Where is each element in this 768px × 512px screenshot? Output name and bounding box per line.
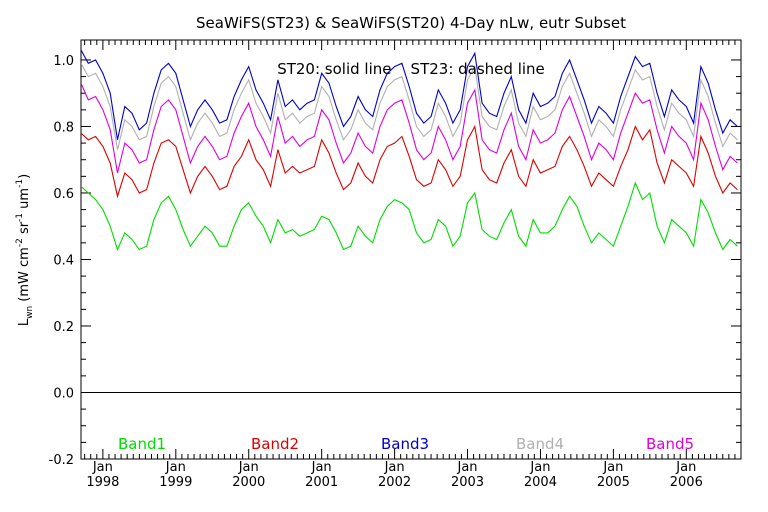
chart-title: SeaWiFS(ST23) & SeaWiFS(ST20) 4-Day nLw,… (196, 14, 626, 32)
legend: Band1 Band2 Band3 Band4 Band5 (118, 435, 694, 453)
x-tick-month-label: Jan (675, 460, 696, 475)
x-tick-year-label: 2002 (378, 475, 411, 490)
x-tick-month-label: Jan (529, 460, 550, 475)
y-axis-label-main: L (17, 318, 32, 326)
y-tick-label: 0.2 (53, 320, 74, 335)
y-axis-label-unit-mid2: um (17, 188, 32, 213)
x-tick-year-label: 2006 (670, 475, 703, 490)
series-line-band4 (81, 63, 738, 150)
series-line-band3 (81, 49, 738, 140)
plot-area-frame (80, 39, 742, 460)
y-axis-label-sub: wn (25, 306, 35, 319)
y-axis-label-unit-mid1: sr (17, 221, 32, 238)
legend-label-band3: Band3 (381, 435, 429, 453)
legend-label-band1: Band1 (118, 435, 166, 453)
legend-label-band2: Band2 (251, 435, 299, 453)
y-tick-label: 0.6 (53, 187, 74, 202)
series-lines (81, 49, 738, 252)
series-line-band5 (81, 82, 738, 174)
y-axis-label-unit-close: ) (17, 174, 32, 179)
y-tick-label: 0.0 (53, 386, 74, 401)
y-tick-label: 0.8 (53, 120, 74, 135)
y-tick-label: 0.4 (53, 253, 74, 268)
y-axis-label-sup1: -2 (15, 238, 25, 247)
series-line-band2 (81, 124, 738, 199)
x-tick-month-label: Jan (165, 460, 186, 475)
x-tick-year-label: 2005 (597, 475, 630, 490)
x-tick-month-label: Jan (456, 460, 477, 475)
x-tick-year-label: 2004 (524, 475, 557, 490)
x-tick-year-label: 2000 (232, 475, 265, 490)
y-axis-ticks: -0.2 0.0 0.2 0.4 0.6 0.8 1.0 (49, 54, 741, 468)
y-tick-label: -0.2 (49, 453, 74, 468)
y-axis-label-unit-open: (mW cm (17, 247, 32, 306)
line-style-annotation: ST20: solid line ST23: dashed line (277, 60, 545, 78)
x-tick-year-label: 1999 (159, 475, 192, 490)
series-line-band1 (81, 181, 738, 252)
x-axis-ticks: Jan1998Jan1999Jan2000Jan2001Jan2002Jan20… (84, 40, 742, 490)
x-tick-month-label: Jan (92, 460, 113, 475)
x-tick-month-label: Jan (602, 460, 623, 475)
y-axis-label-sup2: -1 (15, 213, 25, 222)
y-axis-label-sup3: -1 (15, 179, 25, 188)
x-tick-month-label: Jan (311, 460, 332, 475)
legend-label-band5: Band5 (646, 435, 694, 453)
x-tick-month-label: Jan (238, 460, 259, 475)
x-tick-year-label: 1998 (86, 475, 119, 490)
y-axis-label: Lwn (mW cm-2 sr-1 um-1) (15, 174, 35, 326)
x-tick-month-label: Jan (384, 460, 405, 475)
legend-label-band4: Band4 (516, 435, 564, 453)
x-tick-year-label: 2001 (305, 475, 338, 490)
y-tick-label: 1.0 (53, 54, 74, 69)
x-tick-year-label: 2003 (451, 475, 484, 490)
